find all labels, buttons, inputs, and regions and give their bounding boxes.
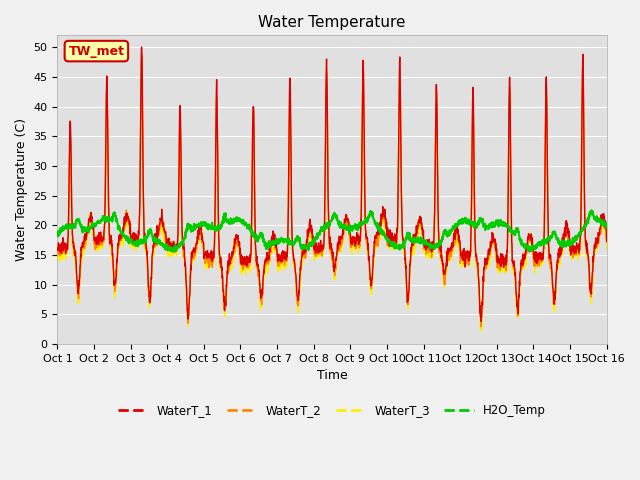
Legend: WaterT_1, WaterT_2, WaterT_3, H2O_Temp: WaterT_1, WaterT_2, WaterT_3, H2O_Temp: [113, 399, 551, 421]
Text: TW_met: TW_met: [68, 45, 124, 58]
Y-axis label: Water Temperature (C): Water Temperature (C): [15, 118, 28, 261]
X-axis label: Time: Time: [317, 369, 348, 382]
Title: Water Temperature: Water Temperature: [259, 15, 406, 30]
